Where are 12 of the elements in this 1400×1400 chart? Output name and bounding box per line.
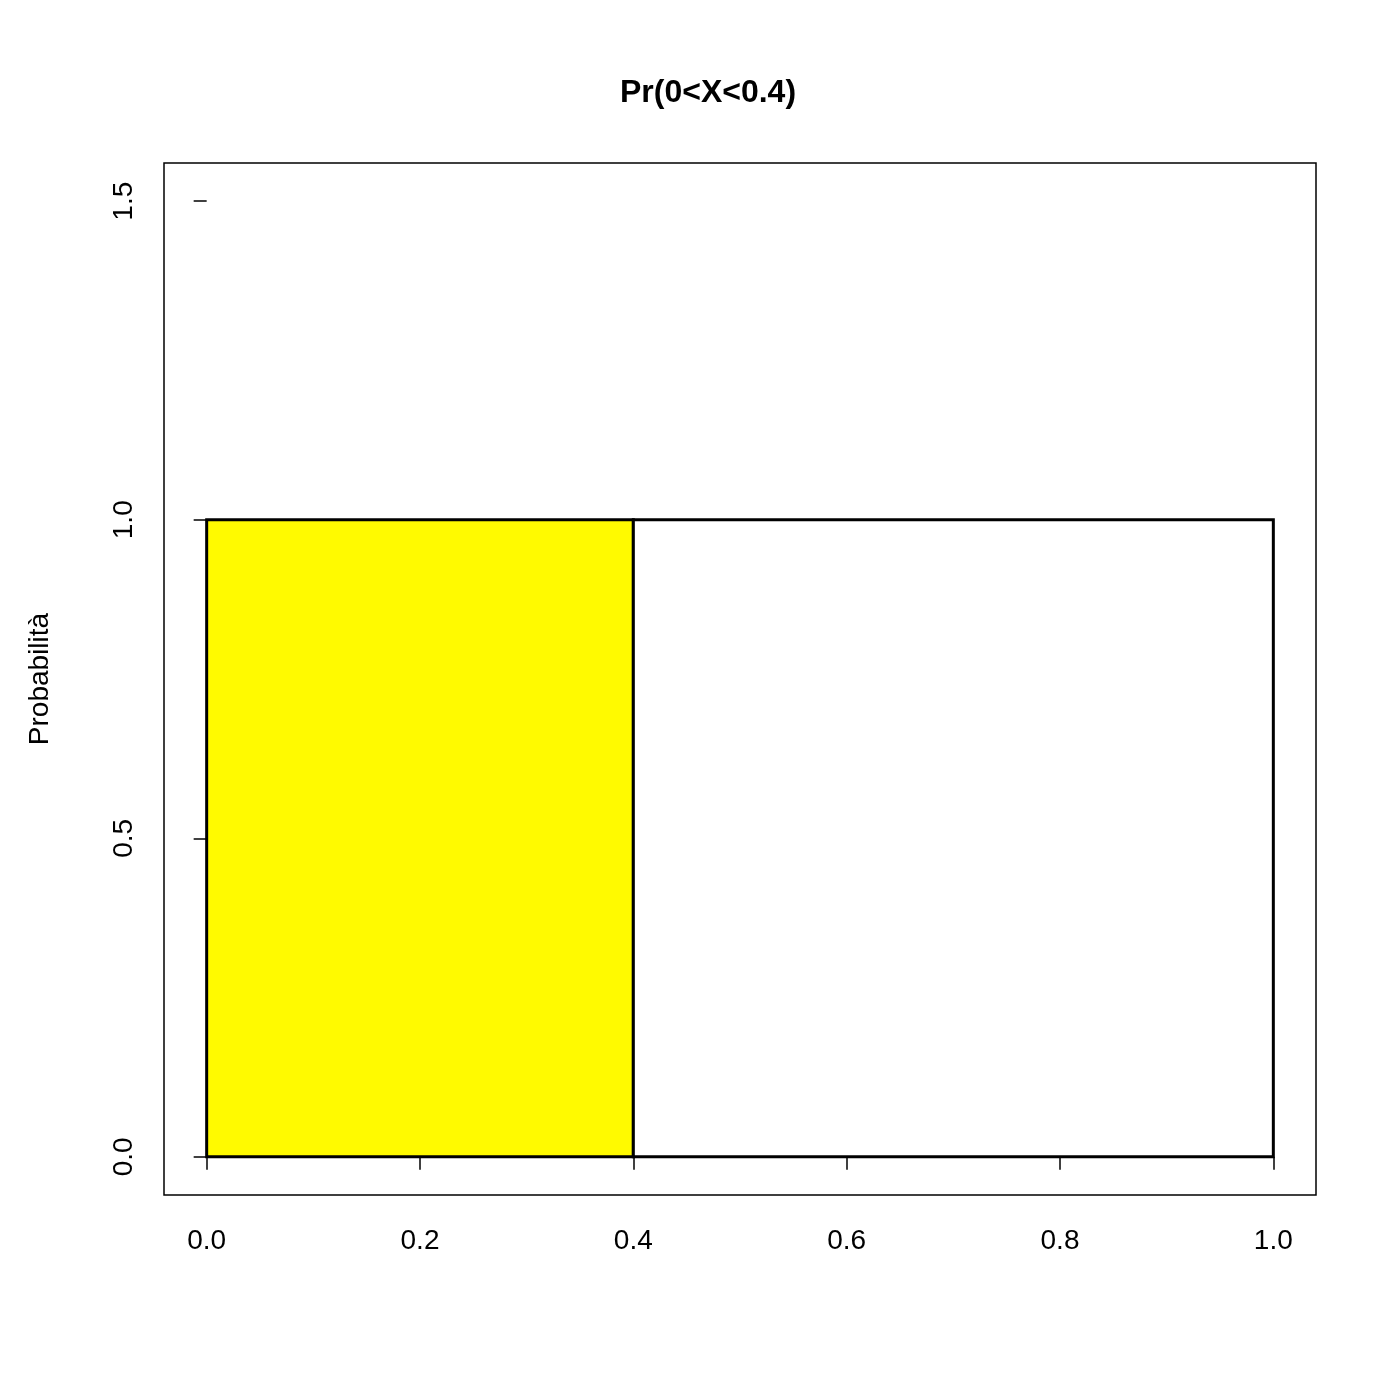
chart-title: Pr(0<X<0.4) (619, 73, 797, 109)
y-tick-label: 1.0 (106, 500, 138, 540)
y-tick-label: 0.5 (106, 818, 138, 858)
x-tick-label: 1.0 (1253, 1223, 1293, 1255)
x-tick-label: 0.8 (1040, 1223, 1080, 1255)
y-tick-label: 1.5 (106, 181, 138, 221)
y-axis-title: Probabilità (22, 612, 54, 746)
x-tick-label: 0.4 (613, 1223, 653, 1255)
y-tick-label: 0.0 (106, 1137, 138, 1177)
x-tick-label: 0.0 (187, 1223, 227, 1255)
x-tick-label: 0.6 (827, 1223, 867, 1255)
x-tick-label: 0.2 (400, 1223, 440, 1255)
